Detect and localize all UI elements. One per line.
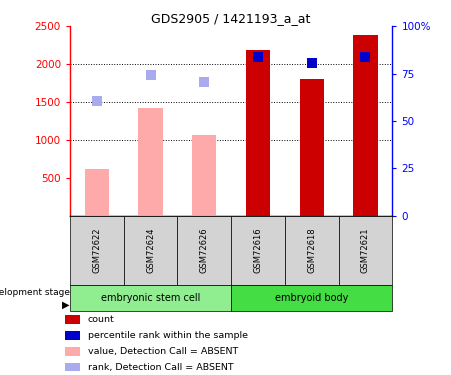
Bar: [85, 169, 109, 216]
Text: value, Detection Call = ABSENT: value, Detection Call = ABSENT: [88, 346, 238, 355]
Bar: [285, 216, 339, 285]
Title: GDS2905 / 1421193_a_at: GDS2905 / 1421193_a_at: [152, 12, 311, 25]
Bar: [354, 34, 377, 216]
Bar: [70, 216, 124, 285]
Bar: [65, 315, 80, 324]
Bar: [339, 216, 392, 285]
Text: GSM72621: GSM72621: [361, 228, 370, 273]
Text: percentile rank within the sample: percentile rank within the sample: [88, 331, 248, 340]
Bar: [124, 216, 177, 285]
Bar: [177, 216, 231, 285]
Text: rank, Detection Call = ABSENT: rank, Detection Call = ABSENT: [88, 363, 233, 372]
Point: [93, 98, 101, 104]
Point: [254, 54, 262, 60]
Text: embryonic stem cell: embryonic stem cell: [101, 293, 200, 303]
Bar: [65, 363, 80, 372]
Bar: [231, 285, 392, 311]
Bar: [70, 285, 231, 311]
Text: embryoid body: embryoid body: [275, 293, 349, 303]
Bar: [231, 216, 285, 285]
Bar: [299, 79, 324, 216]
Text: GSM72622: GSM72622: [92, 228, 101, 273]
Point: [308, 60, 315, 66]
Text: ▶: ▶: [62, 299, 70, 309]
Text: GSM72618: GSM72618: [307, 228, 316, 273]
Point: [201, 79, 208, 85]
Bar: [192, 135, 216, 216]
Bar: [65, 331, 80, 340]
Bar: [65, 346, 80, 355]
Text: development stage: development stage: [0, 288, 70, 297]
Text: GSM72624: GSM72624: [146, 228, 155, 273]
Text: count: count: [88, 315, 115, 324]
Text: GSM72616: GSM72616: [253, 228, 262, 273]
Bar: [138, 108, 163, 216]
Point: [362, 54, 369, 60]
Bar: [246, 51, 270, 216]
Text: GSM72626: GSM72626: [200, 228, 209, 273]
Point: [147, 72, 154, 78]
